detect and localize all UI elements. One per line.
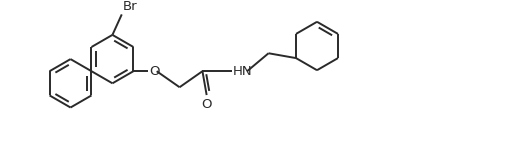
Text: O: O (149, 65, 160, 78)
Text: HN: HN (233, 65, 252, 78)
Text: O: O (201, 98, 212, 111)
Text: Br: Br (122, 0, 137, 13)
